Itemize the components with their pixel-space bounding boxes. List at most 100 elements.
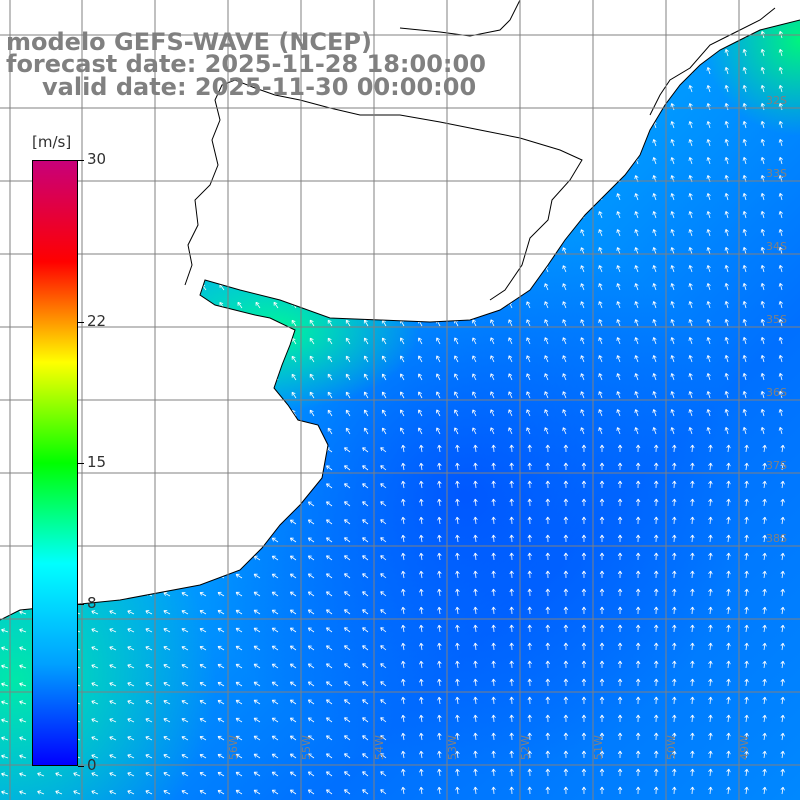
wind-arrow bbox=[670, 337, 675, 345]
wind-arrow bbox=[237, 337, 243, 345]
wind-arrow bbox=[454, 265, 459, 273]
wind-arrow bbox=[111, 104, 117, 111]
wind-arrow bbox=[598, 139, 603, 147]
wind-arrow bbox=[472, 121, 477, 129]
wind-arrow bbox=[509, 552, 514, 561]
wind-arrow bbox=[545, 516, 551, 525]
wind-arrow bbox=[598, 247, 603, 255]
wind-arrow bbox=[111, 410, 117, 417]
wind-arrow bbox=[111, 284, 117, 291]
wind-arrow bbox=[93, 338, 99, 345]
wind-arrow bbox=[418, 211, 423, 219]
wind-arrow bbox=[163, 772, 171, 777]
wind-arrow bbox=[129, 392, 135, 399]
wind-arrow bbox=[545, 768, 551, 777]
wind-arrow bbox=[527, 642, 532, 651]
colorbar bbox=[32, 160, 78, 766]
wind-arrow bbox=[706, 301, 711, 309]
wind-arrow bbox=[778, 139, 783, 147]
colorbar-tick-label: 22 bbox=[87, 311, 107, 330]
wind-arrow bbox=[37, 790, 45, 795]
wind-arrow bbox=[708, 732, 713, 741]
lat-label: 35S bbox=[766, 313, 787, 326]
wind-arrow bbox=[634, 301, 639, 309]
wind-arrow bbox=[508, 121, 513, 129]
wind-arrow bbox=[400, 409, 405, 417]
wind-arrow bbox=[762, 786, 767, 795]
wind-arrow bbox=[307, 555, 315, 561]
wind-arrow bbox=[181, 556, 189, 561]
wind-arrow bbox=[344, 663, 351, 669]
wind-arrow bbox=[509, 714, 514, 723]
wind-arrow bbox=[580, 337, 585, 345]
wind-arrow bbox=[634, 319, 639, 327]
wind-arrow bbox=[562, 427, 567, 435]
wind-arrow bbox=[672, 678, 677, 687]
wind-arrow bbox=[617, 480, 623, 489]
wind-arrow bbox=[183, 248, 189, 255]
wind-arrow bbox=[401, 714, 406, 723]
wind-arrow bbox=[652, 157, 657, 165]
wind-arrow bbox=[744, 534, 749, 543]
wind-arrow bbox=[289, 465, 297, 471]
wind-arrow bbox=[762, 642, 767, 651]
wind-arrow bbox=[271, 591, 279, 597]
colorbar-tick-mark bbox=[78, 463, 84, 464]
wind-arrow bbox=[563, 786, 569, 795]
wind-arrow bbox=[760, 282, 765, 291]
wind-arrow bbox=[527, 552, 532, 561]
wind-arrow bbox=[327, 373, 333, 381]
wind-arrow bbox=[183, 212, 189, 219]
wind-arrow bbox=[363, 427, 369, 435]
wind-arrow bbox=[147, 212, 153, 219]
wind-arrow bbox=[726, 498, 731, 507]
wind-arrow bbox=[491, 444, 496, 453]
wind-arrow bbox=[93, 122, 99, 129]
wind-arrow bbox=[472, 283, 477, 291]
wind-arrow bbox=[653, 516, 659, 525]
wind-arrow bbox=[653, 642, 659, 651]
wind-arrow bbox=[670, 85, 675, 93]
wind-arrow bbox=[255, 409, 261, 417]
wind-arrow bbox=[437, 768, 442, 777]
wind-arrow bbox=[672, 750, 677, 759]
colorbar-unit: [m/s] bbox=[32, 133, 72, 151]
wind-arrow bbox=[527, 480, 532, 489]
wind-arrow bbox=[363, 319, 369, 327]
wind-arrow bbox=[345, 301, 351, 309]
wind-arrow bbox=[580, 319, 585, 327]
wind-arrow bbox=[165, 230, 171, 237]
wind-arrow bbox=[235, 573, 243, 579]
wind-arrow bbox=[363, 265, 369, 273]
wind-arrow bbox=[690, 642, 695, 651]
wind-arrow bbox=[271, 537, 279, 543]
wind-arrow bbox=[326, 465, 333, 471]
wind-arrow bbox=[652, 265, 657, 273]
wind-arrow bbox=[38, 122, 45, 129]
lat-label: 34S bbox=[766, 240, 787, 253]
wind-arrow bbox=[307, 663, 315, 669]
wind-arrow bbox=[400, 355, 405, 363]
wind-arrow bbox=[381, 355, 387, 363]
wind-arrow bbox=[581, 750, 587, 759]
wind-arrow bbox=[562, 139, 567, 147]
wind-arrow bbox=[381, 283, 387, 291]
wind-arrow bbox=[253, 699, 261, 705]
wind-arrow bbox=[327, 355, 333, 363]
wind-arrow bbox=[598, 49, 603, 57]
wind-arrow bbox=[454, 20, 459, 21]
wind-arrow bbox=[19, 556, 27, 561]
wind-arrow bbox=[580, 391, 585, 399]
wind-arrow bbox=[93, 194, 99, 201]
wind-arrow bbox=[708, 606, 713, 615]
wind-arrow bbox=[688, 283, 693, 291]
wind-arrow bbox=[93, 284, 99, 291]
wind-arrow bbox=[762, 678, 767, 687]
wind-arrow bbox=[93, 428, 99, 435]
wind-arrow bbox=[289, 447, 297, 453]
wind-arrow bbox=[181, 754, 189, 759]
wind-arrow bbox=[20, 428, 27, 435]
wind-arrow bbox=[419, 498, 424, 507]
wind-arrow bbox=[526, 193, 531, 201]
wind-arrow bbox=[527, 516, 532, 525]
